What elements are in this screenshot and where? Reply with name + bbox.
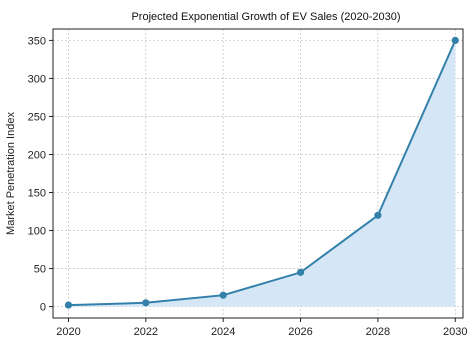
x-tick-label: 2024	[211, 326, 235, 338]
data-point	[142, 299, 150, 307]
y-tick-label: 100	[28, 226, 46, 238]
x-tick-label: 2030	[443, 326, 467, 338]
chart-title: Projected Exponential Growth of EV Sales…	[131, 11, 400, 23]
x-tick-label: 2026	[288, 326, 312, 338]
y-tick-label: 0	[40, 302, 46, 314]
data-points	[64, 36, 459, 309]
data-point	[296, 268, 305, 276]
x-tick-label: 2028	[366, 326, 390, 338]
y-tick-label: 300	[28, 73, 46, 85]
plot-frame	[52, 28, 464, 319]
y-tick-label: 50	[34, 264, 46, 276]
x-tick-label: 2022	[134, 326, 158, 338]
y-tick-label: 150	[28, 188, 46, 200]
x-tick-label: 2020	[56, 326, 80, 338]
data-point	[374, 211, 382, 219]
y-tick-label: 350	[28, 35, 46, 47]
data-point	[64, 301, 73, 309]
data-point	[451, 36, 459, 45]
series-line	[68, 39, 457, 307]
area-fill	[68, 40, 456, 307]
y-tick-label: 250	[28, 111, 46, 123]
y-axis-label: Market Penetration Index	[5, 112, 17, 235]
data-point	[219, 291, 227, 299]
y-axis-ticks: 0 50 100 150 200 250 300 350	[28, 35, 53, 314]
x-axis-ticks: 2020 2022 2024 2026 2028 2030	[56, 318, 468, 338]
y-tick-label: 200	[28, 149, 46, 161]
